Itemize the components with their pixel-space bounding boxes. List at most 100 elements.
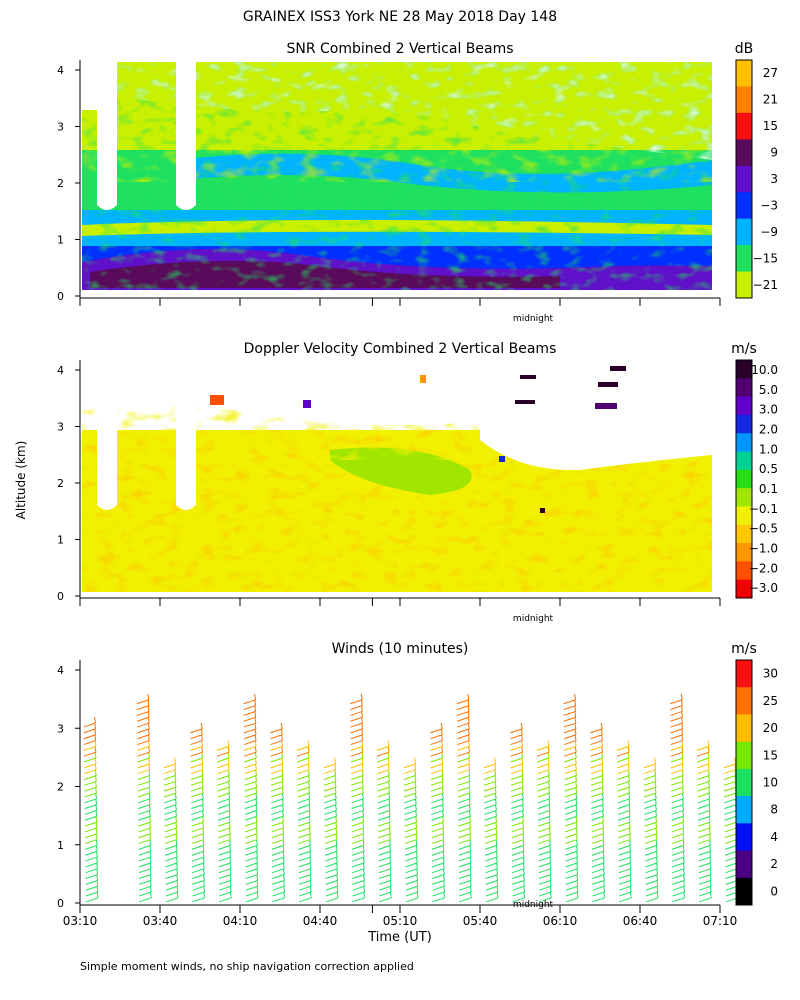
wind-barb-flag <box>602 856 605 863</box>
wind-barb-staff <box>272 874 285 880</box>
wind-barb-flag <box>627 740 630 747</box>
wind-barb-staff <box>697 809 711 815</box>
wind-barb-staff <box>350 775 364 780</box>
wind-barb-staff <box>671 856 685 862</box>
wind-barb-flag <box>254 763 257 770</box>
wind-barb-flag <box>228 798 231 805</box>
wind-barb-staff <box>671 798 684 804</box>
wind-barb-staff <box>191 833 204 839</box>
wind-barb-flag <box>682 850 685 858</box>
wind-barb-staff <box>564 769 577 775</box>
wind-barb-flag <box>656 880 659 887</box>
wind-barb-flag <box>709 850 712 858</box>
wind-barb-staff <box>591 839 604 845</box>
wind-barb-flag <box>255 786 258 794</box>
wind-barb-staff <box>243 740 257 746</box>
wind-barb-staff <box>377 769 390 775</box>
wind-barb-flag <box>416 874 419 881</box>
wind-barb-staff <box>510 792 524 798</box>
wind-barb-flag <box>495 827 498 834</box>
wind-barb-staff <box>644 827 657 833</box>
wind-barb-flag <box>201 775 204 782</box>
wind-barb-staff <box>350 751 364 757</box>
wind-barb-staff <box>297 775 310 780</box>
doppler-colorbar-swatch <box>736 360 752 379</box>
wind-barb-staff <box>324 827 337 833</box>
wind-barb-staff <box>672 862 685 868</box>
wind-barb-flag <box>655 862 658 869</box>
wind-barb-flag <box>708 798 711 805</box>
wind-barb-flag <box>629 880 632 887</box>
winds-xtick-label: 04:10 <box>223 914 258 928</box>
snr-colorbar-label: 15 <box>763 119 778 133</box>
wind-barb-flag <box>602 816 605 823</box>
wind-barb-flag <box>414 757 417 764</box>
wind-barb-staff <box>431 850 445 856</box>
wind-barb-flag <box>228 839 231 846</box>
wind-barb-flag <box>309 868 312 875</box>
wind-barb-staff <box>644 809 657 815</box>
wind-barb-flag <box>254 717 257 724</box>
wind-barb-flag <box>228 781 231 788</box>
wind-barb-flag <box>202 839 205 846</box>
wind-barb-flag <box>521 781 524 788</box>
wind-barb-staff <box>404 821 417 827</box>
wind-barb-staff <box>510 751 523 757</box>
wind-barb-staff <box>165 891 179 897</box>
wind-barb-staff <box>218 879 232 885</box>
doppler-pixel <box>595 403 617 409</box>
wind-barb-staff <box>84 827 98 833</box>
wind-barb-staff <box>697 804 710 810</box>
wind-barb-flag <box>95 821 98 829</box>
wind-barb-flag <box>309 880 312 887</box>
wind-barb-staff <box>352 868 365 874</box>
wind-barb-staff <box>458 868 472 874</box>
wind-barb-flag <box>549 868 552 875</box>
wind-barb-staff <box>84 786 97 792</box>
wind-barb-flag <box>281 757 284 764</box>
wind-barb-staff <box>404 804 417 810</box>
wind-barb-staff <box>484 809 497 815</box>
wind-barb-flag <box>681 722 684 729</box>
wind-barb-flag <box>227 746 230 753</box>
wind-barb-flag <box>202 880 205 887</box>
wind-barb-staff <box>350 699 363 705</box>
wind-barb-flag <box>360 693 363 700</box>
wind-barb-flag <box>229 874 232 881</box>
wind-barb-staff <box>457 734 470 740</box>
wind-barb-staff <box>165 897 179 903</box>
wind-barb-staff <box>697 792 710 798</box>
wind-barb-staff <box>432 874 445 880</box>
wind-barb-flag <box>387 763 390 770</box>
wind-barb-flag <box>442 845 445 852</box>
wind-barb-staff <box>458 827 471 833</box>
wind-barb-flag <box>682 856 685 863</box>
wind-barb-flag <box>708 839 711 846</box>
wind-barb-staff <box>245 839 258 845</box>
wind-barb-flag <box>307 751 310 759</box>
wind-barb-flag <box>282 821 285 829</box>
wind-barb-staff <box>85 879 98 885</box>
wind-barb-flag <box>627 769 630 776</box>
wind-barb-staff <box>297 786 310 792</box>
wind-barb-staff <box>324 815 337 821</box>
winds-xtick-label: 03:40 <box>143 914 178 928</box>
wind-barb-flag <box>254 769 257 776</box>
snr-title: SNR Combined 2 Vertical Beams <box>286 41 513 57</box>
wind-barb-flag <box>229 862 232 869</box>
wind-barb-staff <box>323 786 337 792</box>
wind-barb-flag <box>95 810 98 817</box>
wind-barb-staff <box>430 763 443 769</box>
winds-colorbar-swatch <box>736 741 752 770</box>
wind-barb-staff <box>405 862 418 868</box>
doppler-ytick-label: 3 <box>57 421 64 434</box>
wind-barb-flag <box>416 880 419 887</box>
wind-barb-staff <box>271 862 285 868</box>
wind-barb-staff <box>565 839 578 845</box>
wind-barb-staff <box>219 891 232 897</box>
wind-barb-flag <box>96 885 99 893</box>
wind-barb-staff <box>325 879 338 885</box>
wind-barb-flag <box>175 862 178 869</box>
doppler-ytick-label: 4 <box>57 364 64 377</box>
wind-barb-staff <box>510 757 523 763</box>
